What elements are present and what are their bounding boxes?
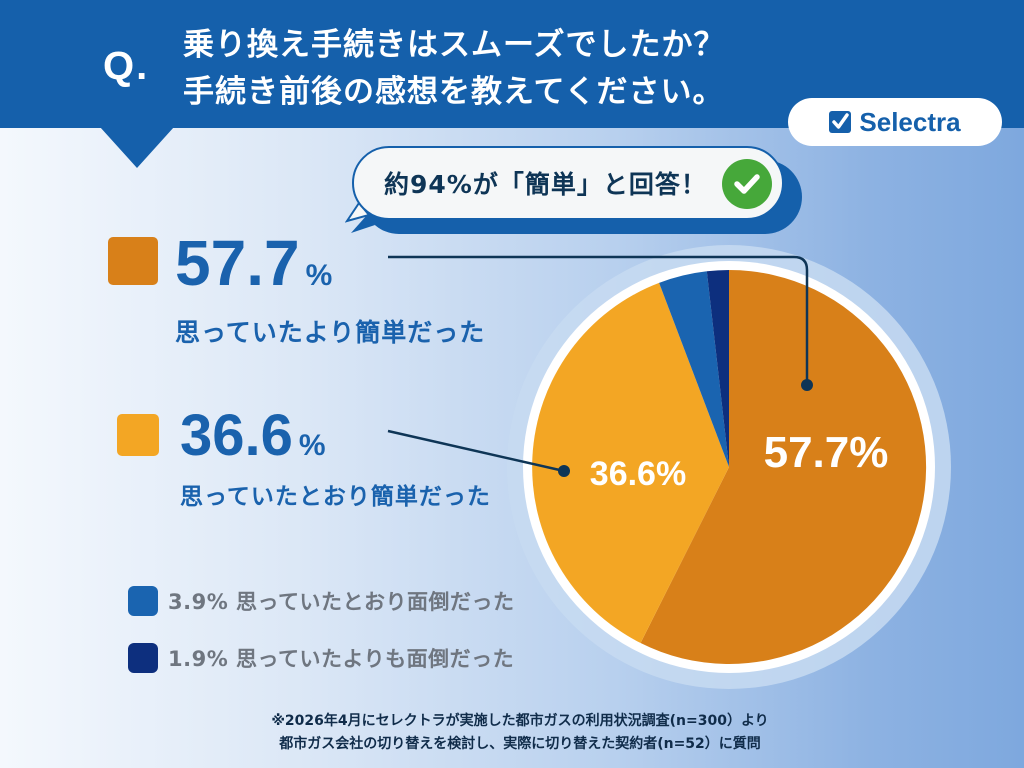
value-text: 57.7 [175,227,300,299]
pie-label-as-expected-easy: 36.6% [590,455,686,493]
legend-swatch [128,586,158,616]
callout-line-easier [388,255,809,385]
legend-text: 3.9% 思っていたとおり面倒だった [168,590,515,614]
question-mark-label: Q. [103,44,150,88]
pie-slice-as-expected-hard [659,271,729,467]
callout-line-as-expected-easy [387,429,565,473]
legend-value-as-expected-easy: 36.6% [180,402,326,469]
percent-sign: % [298,429,326,462]
legend-swatch [128,643,158,673]
callout-dot-easier [801,379,813,391]
summary-text: 約94%が「簡単」と回答！ [384,170,707,199]
question-title: 乗り換え手続きはスムーズでしたか？ 手続き前後の感想を教えてください。 [183,22,725,116]
pie-slice-harder [706,270,729,467]
footnote-line-2: 都市ガス会社の切り替えを検討し、実際に切り替えた契約者(n=52）に質問 [279,736,761,752]
legend-text: 1.9% 思っていたよりも面倒だった [168,647,515,671]
question-line-2: 手続き前後の感想を教えてください。 [183,74,725,110]
check-circle-icon [722,159,772,209]
selectra-logo: Selectra [788,98,1002,146]
legend-swatch-easier [108,237,158,285]
percent-sign: % [305,259,333,292]
checkbox-icon [829,111,852,133]
legend-label-as-expected-easy: 思っていたとおり簡単だった [180,484,491,510]
legend-swatch-as-expected-easy [117,414,159,456]
summary-bubble: 約94%が「簡単」と回答！ [352,146,784,220]
pie-label-easier: 57.7% [764,428,889,477]
pie-slice-easier [640,269,927,664]
callout-dot-as-expected-easy [558,465,570,477]
footnote-line-1: ※2026年4月にセレクトラが実施した都市ガスの利用状況調査(n=300）より [271,713,769,729]
header-pointer [100,127,174,168]
pie-slice-as-expected-easy [532,282,729,643]
legend-value-easier: 57.7% [175,226,332,300]
legend-item-as-expected-hard: 3.9% 思っていたとおり面倒だった [128,586,515,616]
legend-item-harder: 1.9% 思っていたよりも面倒だった [128,643,514,673]
question-line-1: 乗り換え手続きはスムーズでしたか？ [183,27,726,63]
logo-text: Selectra [859,106,961,137]
footnote: ※2026年4月にセレクトラが実施した都市ガスの利用状況調査(n=300）より … [220,710,820,756]
value-text: 36.6 [180,403,293,468]
legend-label-easier: 思っていたより簡単だった [175,318,486,347]
